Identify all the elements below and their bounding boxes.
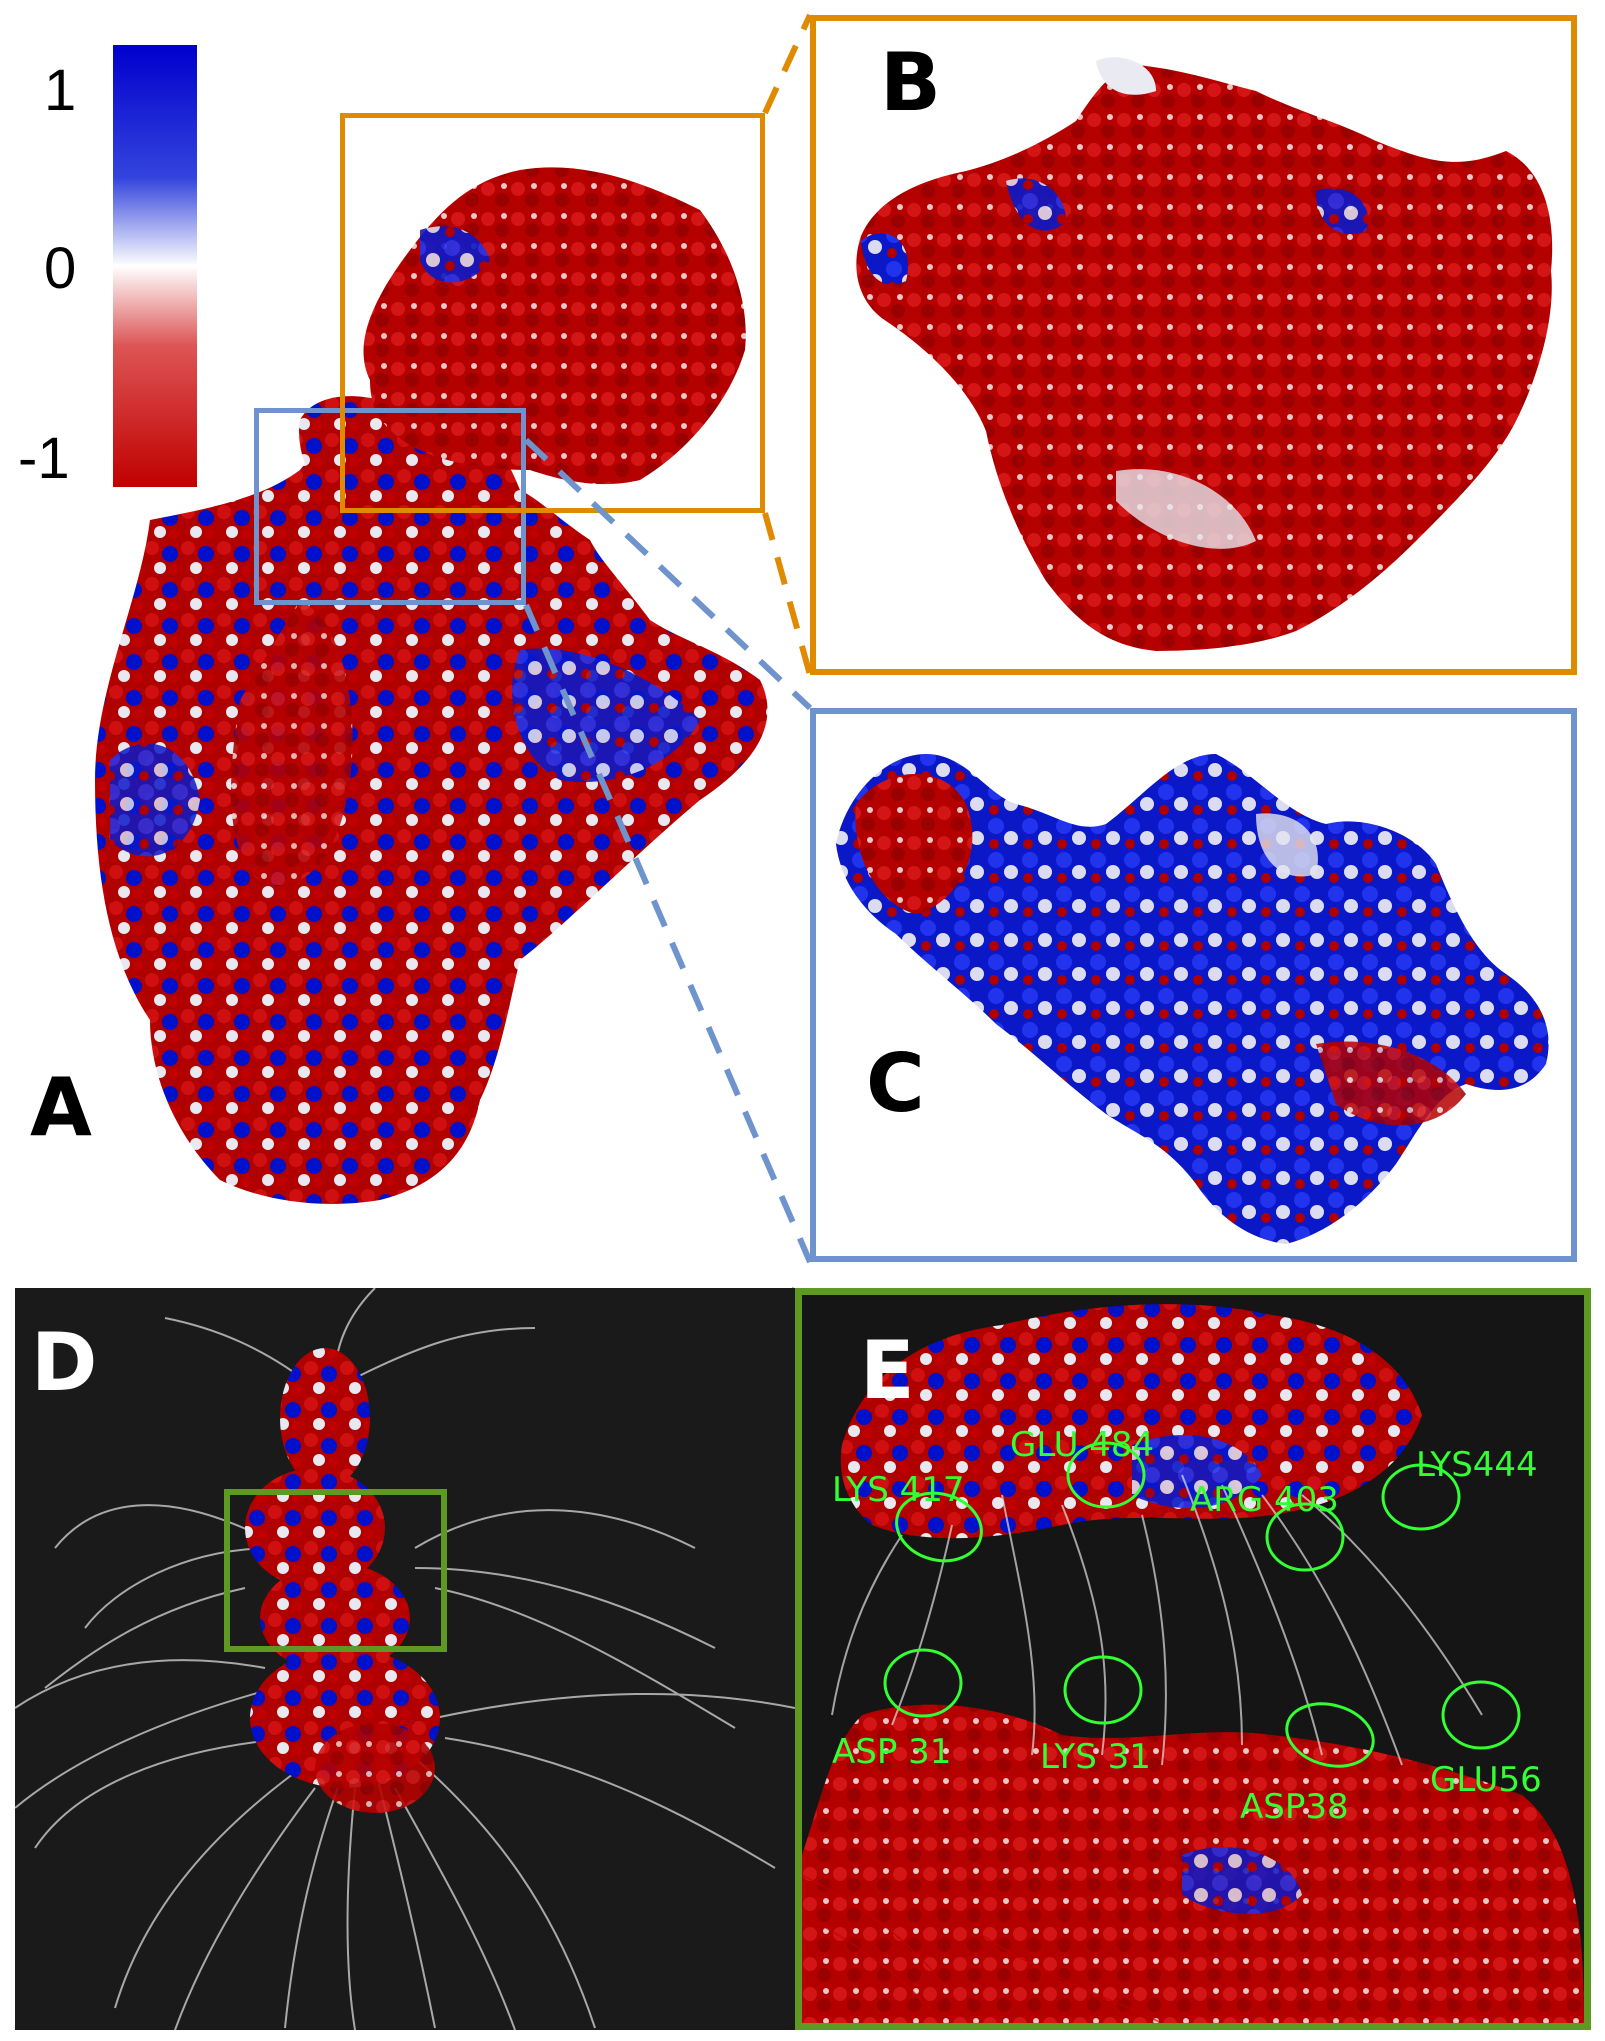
label-asp-38: ASP38 bbox=[1240, 1787, 1349, 1827]
panel-b-rbd-surface bbox=[856, 57, 1553, 651]
panel-c-label: C bbox=[866, 1037, 925, 1130]
label-lys-31: LYS 31 bbox=[1040, 1737, 1151, 1777]
panel-c-ntd-surface bbox=[836, 754, 1549, 1244]
colorbar-min-label: -1 bbox=[18, 426, 70, 491]
panel-a-region-b-box bbox=[340, 113, 765, 513]
colorbar bbox=[113, 45, 197, 487]
colorbar-mid-label: 0 bbox=[44, 236, 77, 301]
label-arg-403: ARG 403 bbox=[1190, 1480, 1339, 1520]
panel-a-region-c-box bbox=[254, 408, 526, 605]
panel-b: B bbox=[810, 15, 1577, 675]
colorbar-max-label: 1 bbox=[44, 58, 77, 123]
label-glu-484: GLU 484 bbox=[1010, 1425, 1155, 1465]
panel-d: D bbox=[15, 1288, 795, 2030]
panel-e-interface bbox=[802, 1304, 1584, 2023]
label-glu-56: GLU56 bbox=[1430, 1760, 1542, 1800]
label-lys-417: LYS 417 bbox=[832, 1470, 965, 1510]
panel-b-label: B bbox=[880, 36, 941, 129]
label-asp-31: ASP 31 bbox=[832, 1732, 952, 1772]
panel-e-label: E bbox=[860, 1324, 915, 1417]
panel-d-region-e-box bbox=[224, 1489, 447, 1652]
panel-d-label: D bbox=[31, 1316, 98, 1409]
panel-e: E GLU 484 LYS 417 ARG 403 LYS444 ASP 31 … bbox=[795, 1288, 1591, 2030]
panel-a-label: A bbox=[30, 1061, 92, 1154]
panel-d-field-lines bbox=[15, 1288, 795, 2030]
label-lys-444: LYS444 bbox=[1416, 1445, 1538, 1485]
panel-c: C bbox=[810, 708, 1577, 1262]
